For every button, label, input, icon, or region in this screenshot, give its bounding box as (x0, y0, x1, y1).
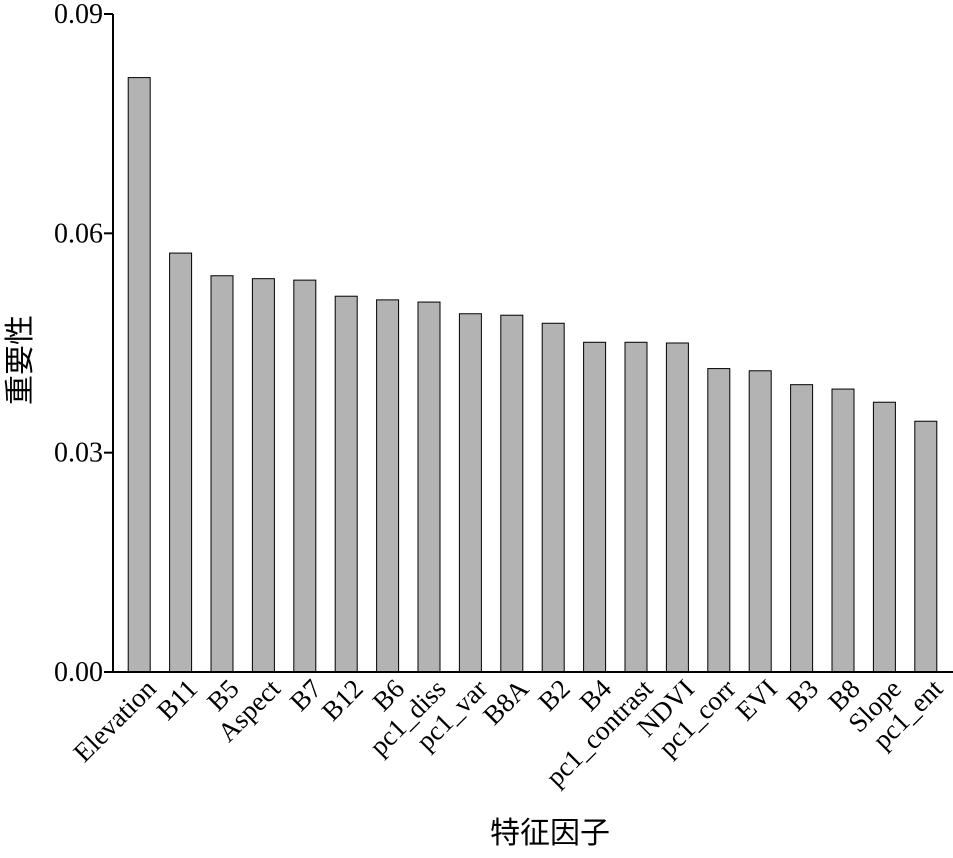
y-tick-label: 0.09 (54, 0, 103, 30)
bar (376, 299, 400, 673)
bar (624, 341, 648, 673)
x-axis-label: 特征因子 (490, 817, 610, 850)
bar (210, 275, 234, 673)
bar (458, 313, 482, 673)
bar (790, 384, 814, 673)
bar (541, 322, 565, 673)
bar (914, 420, 938, 673)
y-tick-label: 0.00 (54, 657, 103, 688)
bar (169, 252, 193, 673)
bar (127, 77, 151, 673)
bar (831, 388, 855, 673)
y-axis-label: 重要性 (4, 315, 37, 405)
x-tick-label: EVI (730, 673, 783, 726)
bar (583, 341, 607, 673)
x-tick-label: B12 (316, 673, 369, 726)
bar (707, 368, 731, 673)
bar (417, 301, 441, 673)
bar (748, 370, 772, 673)
bar (251, 278, 275, 673)
x-tick-label: B2 (532, 673, 575, 716)
y-tick-label: 0.06 (54, 218, 103, 249)
bar (500, 314, 524, 673)
x-tick-label: B3 (781, 673, 824, 716)
bar (665, 342, 689, 673)
bar (334, 295, 358, 673)
x-tick-label: B8A (477, 673, 535, 731)
bar (872, 401, 896, 673)
y-tick-label: 0.03 (54, 438, 103, 469)
bar (293, 279, 317, 673)
x-tick-label: B11 (151, 673, 203, 725)
